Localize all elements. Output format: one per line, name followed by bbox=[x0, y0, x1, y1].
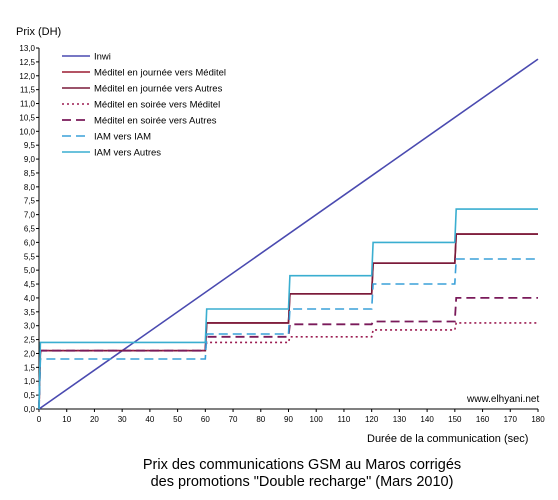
x-tick-label: 160 bbox=[476, 415, 490, 424]
y-tick-label: 6,5 bbox=[24, 225, 36, 234]
x-tick-label: 60 bbox=[201, 415, 210, 424]
x-tick-label: 40 bbox=[145, 415, 154, 424]
series-group bbox=[38, 58, 539, 410]
y-tick-label: 11,5 bbox=[20, 86, 36, 95]
y-tick-label: 8,0 bbox=[24, 183, 36, 192]
y-tick-label: 0,5 bbox=[24, 391, 36, 400]
series-line bbox=[38, 322, 538, 410]
legend-label: Inwi bbox=[94, 52, 111, 63]
x-tick-label: 100 bbox=[310, 415, 324, 424]
series-line bbox=[38, 233, 538, 410]
y-tick-label: 12,5 bbox=[19, 58, 35, 67]
y-tick-label: 4,5 bbox=[24, 280, 36, 289]
x-tick-label: 110 bbox=[338, 415, 351, 424]
y-tick-label: 1,0 bbox=[24, 377, 36, 386]
x-tick-label: 0 bbox=[37, 415, 42, 424]
y-tick-label: 12,0 bbox=[19, 72, 35, 81]
y-tick-label: 0,0 bbox=[24, 405, 36, 414]
y-tick-label: 6,0 bbox=[24, 238, 36, 247]
y-tick-label: 4,0 bbox=[24, 294, 36, 303]
x-tick-label: 30 bbox=[118, 415, 127, 424]
y-tick-label: 2,5 bbox=[24, 336, 36, 345]
y-tick-label: 9,0 bbox=[24, 155, 36, 164]
x-tick-label: 120 bbox=[365, 415, 379, 424]
legend-label: IAM vers IAM bbox=[94, 132, 151, 143]
y-tick-label: 8,5 bbox=[24, 169, 36, 178]
x-axis-label: Durée de la communication (sec) bbox=[367, 433, 528, 445]
y-tick-label: 7,5 bbox=[24, 197, 36, 206]
x-tick-label: 170 bbox=[504, 415, 518, 424]
x-tick-label: 150 bbox=[448, 415, 462, 424]
series-line bbox=[38, 258, 538, 410]
y-tick-label: 10,0 bbox=[19, 127, 35, 136]
y-tick-label: 11,0 bbox=[20, 100, 36, 109]
x-tick-label: 50 bbox=[173, 415, 182, 424]
legend: Inwi Méditel en journée vers Méditel Médit… bbox=[62, 52, 226, 159]
y-tick-label: 10,5 bbox=[19, 113, 35, 122]
y-tick-label: 5,0 bbox=[24, 266, 36, 275]
legend-label: Méditel en soirée vers Autres bbox=[94, 116, 217, 127]
x-tick-label: 80 bbox=[256, 415, 265, 424]
x-tick-label: 130 bbox=[393, 415, 407, 424]
legend-label: Méditel en soirée vers Méditel bbox=[94, 100, 220, 111]
y-tick-label: 7,0 bbox=[24, 211, 36, 220]
x-tick-label: 140 bbox=[420, 415, 434, 424]
y-tick-label: 3,0 bbox=[24, 322, 36, 331]
series-line bbox=[38, 208, 538, 410]
legend-label: IAM vers Autres bbox=[94, 148, 161, 159]
watermark: www.elhyani.net bbox=[466, 394, 539, 405]
y-axis-label: Prix (DH) bbox=[16, 26, 61, 38]
y-tick-label: 9,5 bbox=[24, 141, 36, 150]
y-tick-label: 2,0 bbox=[24, 349, 36, 358]
legend-label: Méditel en journée vers Méditel bbox=[94, 68, 226, 79]
y-tick-label: 13,0 bbox=[19, 44, 35, 53]
y-tick-label: 3,5 bbox=[24, 308, 36, 317]
x-tick-label: 10 bbox=[62, 415, 71, 424]
y-tick-label: 5,5 bbox=[24, 252, 36, 261]
chart-title-line-1: Prix des communications GSM au Maros cor… bbox=[143, 457, 461, 473]
x-tick-label: 90 bbox=[284, 415, 293, 424]
y-tick-label: 1,5 bbox=[24, 363, 36, 372]
series-line bbox=[38, 297, 538, 410]
x-tick-label: 70 bbox=[229, 415, 238, 424]
x-tick-label: 20 bbox=[90, 415, 99, 424]
chart-title-line-2: des promotions "Double recharge" (Mars 2… bbox=[151, 474, 454, 490]
x-tick-label: 180 bbox=[531, 415, 545, 424]
legend-label: Méditel en journée vers Autres bbox=[94, 84, 223, 95]
ticks: 0,0 0,5 1,0 1,5 2,0 2,5 3,0 3,5 4,0 4,5 5,0 5,5 6,0 6… bbox=[19, 44, 545, 424]
